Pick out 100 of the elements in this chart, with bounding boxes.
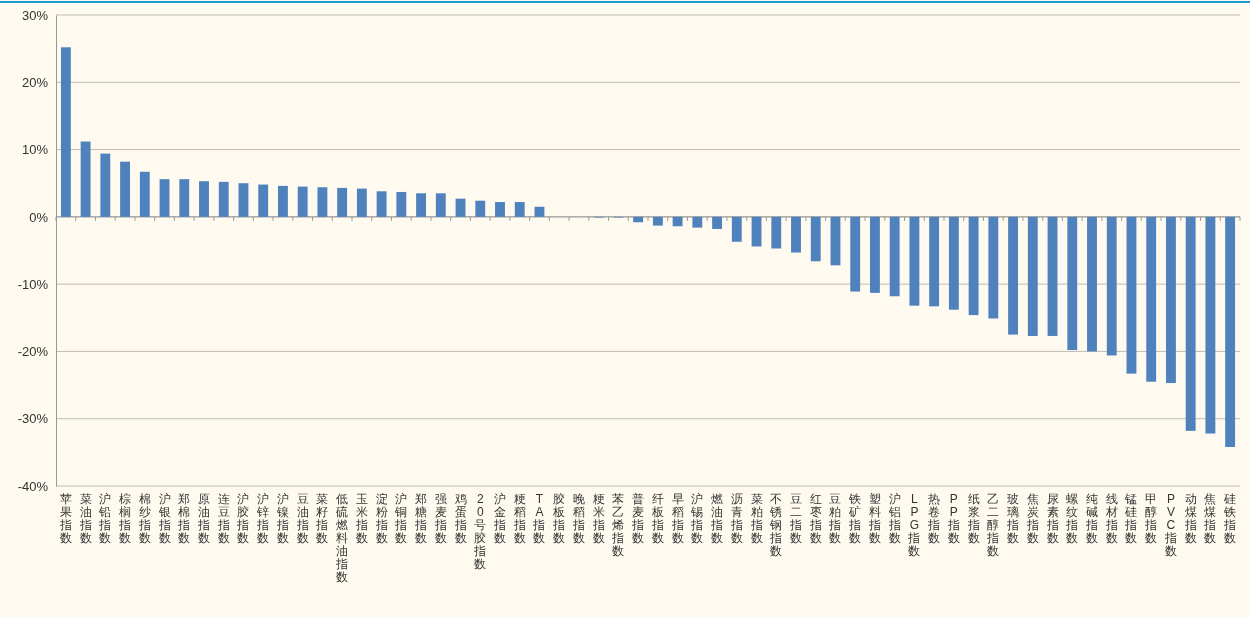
x-tick-label: 尿素指数 (1045, 492, 1059, 545)
x-tick-label: 沪胶指数 (236, 492, 250, 545)
bar (929, 216, 940, 307)
bar (199, 181, 209, 217)
bar (100, 153, 111, 217)
x-tick-label: 原油指数 (197, 492, 210, 545)
x-tick-label: 锰硅指数 (1124, 492, 1138, 545)
x-tick-label: 豆二指数 (789, 492, 802, 545)
bar (514, 202, 525, 217)
x-tick-label: 粳稻指数 (512, 492, 526, 545)
x-tick-label: PP指数 (946, 492, 960, 545)
bar (475, 200, 486, 217)
bar (278, 185, 288, 217)
bar (1067, 216, 1078, 351)
x-tick-label: 纯碱指数 (1085, 492, 1098, 545)
x-tick-label: 纸浆指数 (966, 492, 980, 545)
bar (968, 216, 979, 316)
bar (60, 47, 71, 217)
bar (396, 191, 407, 217)
bar (771, 216, 782, 249)
x-tick-label: 沪铅指数 (98, 492, 112, 545)
x-tick-label: 菜油指数 (78, 492, 92, 545)
x-tick-label: 动煤指数 (1183, 492, 1197, 545)
bar (830, 216, 841, 266)
y-tick-label: -20% (17, 344, 49, 360)
x-tick-label: 乙二醇指数 (986, 492, 1000, 558)
x-tick-label: 胶板指数 (552, 492, 566, 545)
x-tick-label: 燃油指数 (710, 492, 724, 545)
bar (80, 141, 91, 217)
x-tick-label: 沪铜指数 (394, 492, 408, 545)
bar (1146, 216, 1157, 382)
y-tick-label: -30% (17, 411, 49, 427)
x-tick-label: LPG指数 (907, 492, 921, 558)
x-tick-label: 连豆指数 (216, 492, 230, 545)
bar (356, 188, 367, 217)
bar (948, 216, 959, 310)
x-tick-label: 不锈钢指数 (769, 492, 783, 558)
x-tick-label: 沥青指数 (729, 492, 743, 545)
x-tick-label: 粳米指数 (591, 492, 605, 545)
bar (1205, 216, 1216, 434)
bar (218, 181, 229, 217)
x-tick-label: 沪铝指数 (887, 492, 901, 545)
x-tick-label: 红枣指数 (808, 492, 822, 545)
x-tick-label: 沪镍指数 (275, 492, 289, 545)
bar (712, 216, 722, 229)
x-tick-label: 沪锡指数 (690, 492, 704, 545)
y-tick-label: 20% (21, 74, 49, 90)
x-tick-label: 晚稻指数 (571, 492, 585, 545)
bar (1126, 216, 1137, 374)
y-tick-label: 30% (21, 7, 49, 23)
y-tick-label: -40% (17, 478, 49, 494)
x-tick-label: 硅铁指数 (1223, 492, 1237, 545)
x-tick-label: 郑糖指数 (414, 492, 428, 545)
x-tick-label: 铁矿指数 (848, 492, 862, 545)
x-tick-label: PVC指数 (1163, 492, 1177, 558)
x-tick-label: 郑棉指数 (177, 492, 191, 545)
x-tick-label: 玻璃指数 (1006, 492, 1020, 545)
bar (810, 216, 821, 262)
bar (692, 216, 703, 228)
x-tick-label: 沪银指数 (157, 492, 171, 545)
x-tick-label: 苯乙烯指数 (611, 492, 625, 558)
bar (238, 183, 249, 217)
bar (889, 216, 900, 297)
bar (337, 187, 348, 217)
x-tick-label: 淀粉指数 (374, 492, 388, 545)
bar (1047, 216, 1058, 336)
bar (317, 187, 328, 217)
x-tick-label: 热卷指数 (927, 492, 941, 545)
x-tick-label: 玉米指数 (354, 492, 368, 545)
bar (850, 216, 861, 292)
x-tick-label: 沪锌指数 (256, 492, 270, 545)
bar (1225, 216, 1236, 447)
x-tick-label: 焦煤指数 (1203, 492, 1217, 545)
bar (909, 216, 920, 306)
x-tick-label: 早稻指数 (670, 492, 684, 545)
y-tick-label: -10% (17, 276, 49, 292)
bar (1008, 216, 1018, 335)
x-tick-label: 豆粕指数 (828, 492, 842, 545)
bar (120, 161, 130, 217)
bar (731, 216, 742, 242)
bar (179, 179, 190, 217)
x-tick-label: 塑料指数 (867, 492, 881, 545)
bar (988, 216, 999, 319)
bar (297, 186, 308, 217)
bar (258, 184, 269, 217)
x-tick-label: 苹果指数 (58, 492, 72, 545)
x-tick-label: 强麦指数 (433, 492, 447, 545)
x-tick-label: 线材指数 (1104, 492, 1118, 545)
bar (1087, 216, 1097, 352)
x-tick-label: 螺纹指数 (1065, 492, 1079, 545)
bar (455, 198, 466, 217)
bar (1106, 216, 1117, 356)
x-tick-label: 棕榈指数 (118, 492, 132, 545)
x-tick-label: 棉纱指数 (137, 492, 151, 545)
bar (652, 216, 663, 226)
x-tick-label: 焦炭指数 (1025, 492, 1039, 545)
bar (1027, 216, 1038, 336)
x-tick-label: 豆油指数 (295, 492, 309, 545)
bar (791, 216, 801, 253)
bar (672, 216, 683, 227)
